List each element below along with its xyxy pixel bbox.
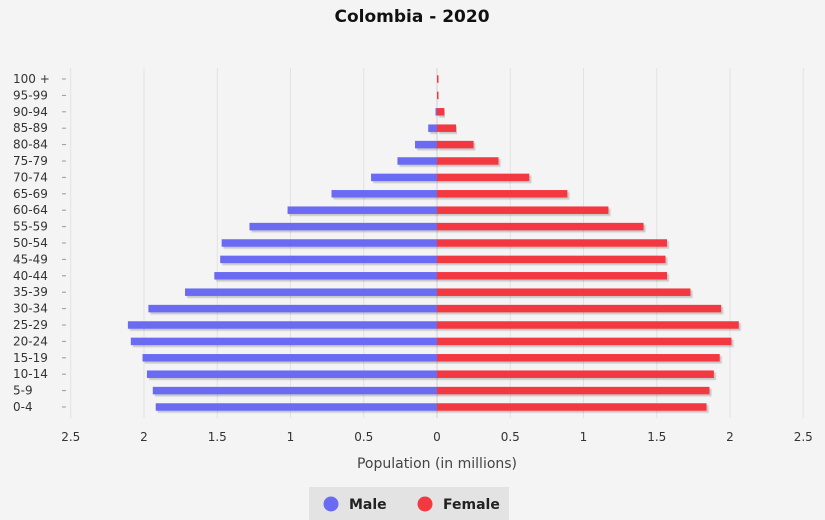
bar-male-60-64[interactable]: [287, 206, 437, 214]
bars: [127, 75, 739, 411]
x-tick-label: 2.5: [794, 430, 813, 444]
bar-male-20-24[interactable]: [130, 337, 437, 346]
age-group-label-50-54: 50-54: [13, 236, 48, 250]
legend-male-label[interactable]: Male: [349, 497, 387, 513]
bar-male-0-4[interactable]: [155, 403, 437, 411]
bar-female-85-89[interactable]: [437, 124, 457, 132]
bar-male-65-69[interactable]: [331, 190, 437, 198]
x-tick-label: 2.5: [61, 430, 80, 444]
x-tick-label: 1.5: [208, 430, 227, 444]
age-group-label-30-34: 30-34: [13, 302, 48, 316]
x-tick-label: 1.5: [647, 430, 666, 444]
age-group-label-85-89: 85-89: [13, 121, 48, 135]
chart-title: Colombia - 2020: [334, 7, 489, 27]
age-group-label-40-44: 40-44: [13, 269, 48, 283]
bar-female-5-9[interactable]: [437, 386, 710, 395]
age-group-label-20-24: 20-24: [13, 334, 48, 348]
age-group-label-65-69: 65-69: [13, 187, 48, 201]
bar-female-70-74[interactable]: [437, 173, 530, 182]
age-group-label-5-9: 5-9: [13, 384, 33, 398]
legend: Male Female: [309, 487, 509, 520]
age-group-label-10-14: 10-14: [13, 367, 48, 381]
bar-male-45-49[interactable]: [220, 255, 437, 264]
x-axis-title: Population (in millions): [357, 456, 517, 472]
age-group-label-35-39: 35-39: [13, 285, 48, 299]
age-group-label-0-4: 0-4: [13, 400, 33, 414]
age-group-label-90-94: 90-94: [13, 105, 48, 119]
bar-male-35-39[interactable]: [185, 288, 437, 296]
x-tick-label: 0.5: [354, 430, 373, 444]
bar-male-30-34[interactable]: [148, 304, 437, 313]
bar-female-95-99[interactable]: [437, 91, 439, 100]
age-group-label-60-64: 60-64: [13, 203, 48, 217]
bar-male-75-79[interactable]: [397, 157, 437, 165]
age-group-label-70-74: 70-74: [13, 170, 48, 184]
x-tick-label: 2: [140, 430, 148, 444]
bar-female-40-44[interactable]: [437, 272, 668, 280]
age-group-label-55-59: 55-59: [13, 220, 48, 234]
bar-male-15-19[interactable]: [142, 354, 437, 362]
bar-female-25-29[interactable]: [437, 321, 739, 329]
bar-female-30-34[interactable]: [437, 304, 722, 313]
bar-female-20-24[interactable]: [437, 337, 732, 346]
legend-female-marker[interactable]: [417, 496, 433, 512]
bar-female-65-69[interactable]: [437, 190, 568, 198]
age-group-label-80-84: 80-84: [13, 138, 48, 152]
bar-male-80-84[interactable]: [415, 140, 437, 149]
bar-female-10-14[interactable]: [437, 370, 714, 378]
age-group-label-100-plus: 100 +: [13, 72, 50, 86]
bar-female-75-79[interactable]: [437, 157, 499, 165]
legend-box: [309, 487, 509, 520]
bar-male-40-44[interactable]: [214, 272, 437, 280]
age-group-label-15-19: 15-19: [13, 351, 48, 365]
legend-male-marker[interactable]: [323, 496, 339, 512]
bar-female-45-49[interactable]: [437, 255, 666, 264]
bar-female-90-94[interactable]: [437, 108, 445, 116]
bar-female-60-64[interactable]: [437, 206, 609, 214]
x-tick-label: 0.5: [501, 430, 520, 444]
bar-female-55-59[interactable]: [437, 222, 644, 231]
age-group-label-95-99: 95-99: [13, 88, 48, 102]
bar-male-50-54[interactable]: [221, 239, 437, 247]
bar-female-100-plus[interactable]: [437, 75, 439, 83]
x-tick-label: 1: [580, 430, 588, 444]
bar-male-90-94[interactable]: [435, 108, 437, 116]
age-group-label-75-79: 75-79: [13, 154, 48, 168]
bar-male-10-14[interactable]: [146, 370, 437, 378]
bar-female-50-54[interactable]: [437, 239, 668, 247]
bar-female-0-4[interactable]: [437, 403, 707, 411]
x-tick-label: 2: [726, 430, 734, 444]
bar-female-15-19[interactable]: [437, 354, 720, 362]
age-group-label-25-29: 25-29: [13, 318, 48, 332]
bar-male-55-59[interactable]: [249, 222, 437, 231]
bar-male-70-74[interactable]: [371, 173, 437, 182]
bar-female-35-39[interactable]: [437, 288, 691, 296]
bar-male-25-29[interactable]: [127, 321, 437, 329]
x-tick-labels: 2.5 2 1.5 1 0.5 0 0.5 1 1.5 2 2.5: [61, 430, 813, 444]
legend-female-label[interactable]: Female: [443, 497, 500, 513]
x-tick-label: 1: [287, 430, 295, 444]
bar-female-80-84[interactable]: [437, 140, 474, 149]
age-group-label-45-49: 45-49: [13, 252, 48, 266]
age-group-labels: 100 + 95-99 90-94 85-89 80-84 75-79 70-74 65-69…: [13, 72, 66, 414]
x-tick-label: 0: [433, 430, 441, 444]
bar-male-85-89[interactable]: [428, 124, 437, 132]
bar-male-5-9[interactable]: [152, 386, 438, 395]
